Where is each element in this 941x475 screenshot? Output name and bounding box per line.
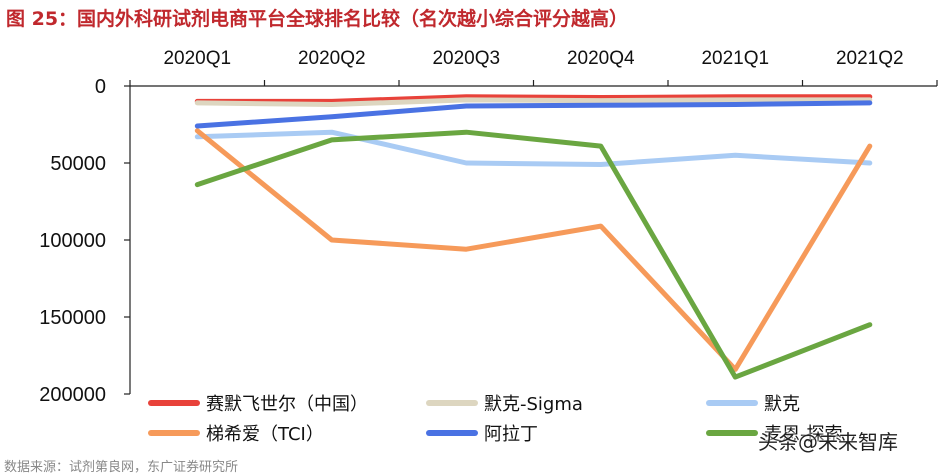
figure-title: 图 25：国内外科研试剂电商平台全球排名比较（名次越小综合评分越高） <box>6 8 629 30</box>
x-tick-label: 2020Q1 <box>163 48 231 69</box>
series-line-6 <box>194 129 873 380</box>
x-tick-label: 2021Q2 <box>836 48 904 69</box>
y-tick-label: 100000 <box>39 230 106 252</box>
y-tick-label: 150000 <box>39 307 106 329</box>
y-tick-label: 0 <box>95 76 106 98</box>
series-layer <box>194 94 873 380</box>
series-line-4 <box>194 128 873 372</box>
series-line-1 <box>194 94 873 104</box>
y-tick-label: 50000 <box>50 153 106 175</box>
x-tick-label: 2020Q3 <box>432 48 500 69</box>
source-note: 数据来源：试剂第良网，东广证券研究所 <box>4 460 239 475</box>
x-tick-label: 2021Q1 <box>701 48 769 69</box>
tick-label-layer: 0 50000 100000 150000 200000 2020Q1 2020Q2 2020… <box>39 48 903 406</box>
x-tick-label: 2020Q4 <box>567 48 635 69</box>
series-line-5 <box>194 100 873 129</box>
series-line-2 <box>194 97 873 107</box>
watermark: 头条@未来智库 <box>758 430 898 454</box>
x-tick-label: 2020Q2 <box>298 48 366 69</box>
series-line-3 <box>194 129 873 167</box>
axis-layer <box>124 80 938 395</box>
y-tick-label: 200000 <box>39 384 106 406</box>
